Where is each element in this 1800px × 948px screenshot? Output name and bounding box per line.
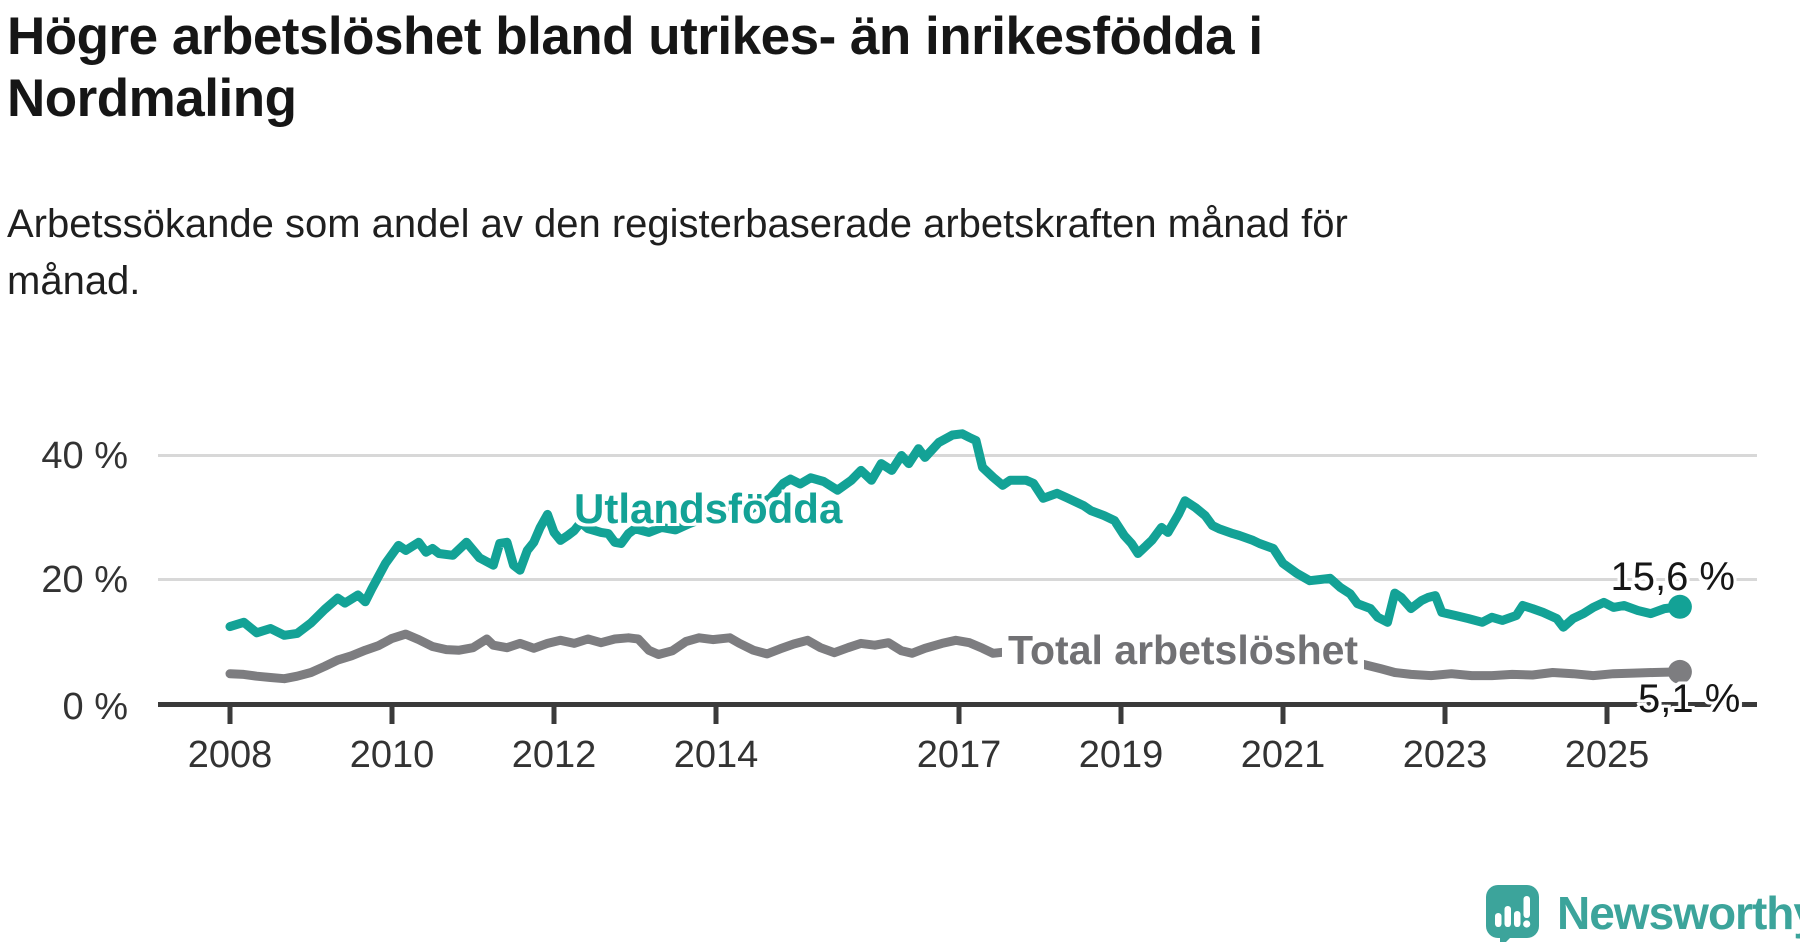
- x-axis-ticks: [227, 707, 1610, 724]
- x-tick-label: 2010: [349, 734, 435, 776]
- total-unemployment-series-label: Total arbetslöshet: [1002, 623, 1365, 678]
- x-tick-label: 2014: [673, 734, 759, 776]
- newsworthy-bubble-chart-icon: [1486, 885, 1539, 942]
- total-unemployment-end-value-label: 5,1 %: [1638, 677, 1741, 721]
- foreign-born-end-value-label: 15,6 %: [1610, 555, 1735, 599]
- title-line-1: Högre arbetslöshet bland utrikes- än inr…: [7, 7, 1263, 66]
- page-title: Högre arbetslöshet bland utrikes- än inr…: [7, 6, 1263, 130]
- x-tick-label: 2021: [1240, 734, 1326, 776]
- x-tick-label: 2008: [187, 734, 273, 776]
- subtitle-line-1: Arbetssökande som andel av den registerb…: [7, 202, 1348, 246]
- y-tick-label: 20 %: [41, 558, 128, 601]
- title-line-2: Nordmaling: [7, 69, 297, 128]
- y-tick-label: 0 %: [62, 685, 128, 728]
- foreign-born-line: [225, 429, 1685, 640]
- subtitle-line-2: månad.: [7, 259, 141, 303]
- x-tick-label: 2023: [1402, 734, 1488, 776]
- gridlines: [158, 454, 1757, 581]
- newsworthy-logo: Newsworthy: [1484, 884, 1800, 942]
- chart-subtitle: Arbetssökande som andel av den registerb…: [7, 196, 1348, 310]
- total-unemployment-end-dot: [1667, 659, 1692, 684]
- x-tick-label: 2019: [1078, 734, 1164, 776]
- x-tick-label: 2012: [511, 734, 597, 776]
- x-tick-label: 2025: [1564, 734, 1650, 776]
- foreign-born-end-dot: [1667, 594, 1692, 619]
- total-unemployment-line: [225, 629, 1685, 684]
- newsworthy-brand-text: Newsworthy: [1557, 887, 1800, 939]
- foreign-born-series-label: Utlandsfödda: [574, 485, 843, 532]
- x-tick-label: 2017: [916, 734, 1002, 776]
- y-tick-label: 40 %: [41, 434, 128, 477]
